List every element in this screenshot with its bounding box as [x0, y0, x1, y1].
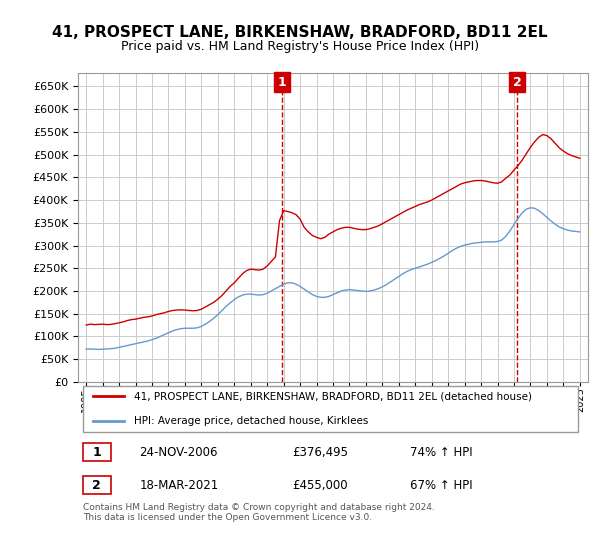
Text: 18-MAR-2021: 18-MAR-2021	[139, 479, 218, 492]
Text: 41, PROSPECT LANE, BIRKENSHAW, BRADFORD, BD11 2EL (detached house): 41, PROSPECT LANE, BIRKENSHAW, BRADFORD,…	[134, 391, 532, 401]
Text: 1: 1	[278, 76, 286, 88]
FancyBboxPatch shape	[83, 476, 111, 494]
Text: £376,495: £376,495	[292, 446, 348, 459]
FancyBboxPatch shape	[83, 386, 578, 432]
Text: 74% ↑ HPI: 74% ↑ HPI	[409, 446, 472, 459]
Text: 2: 2	[513, 76, 521, 88]
Text: 1: 1	[92, 446, 101, 459]
Text: HPI: Average price, detached house, Kirklees: HPI: Average price, detached house, Kirk…	[134, 416, 368, 426]
Text: Contains HM Land Registry data © Crown copyright and database right 2024.
This d: Contains HM Land Registry data © Crown c…	[83, 503, 435, 522]
Text: 2: 2	[92, 479, 101, 492]
Text: Price paid vs. HM Land Registry's House Price Index (HPI): Price paid vs. HM Land Registry's House …	[121, 40, 479, 53]
Text: 24-NOV-2006: 24-NOV-2006	[139, 446, 218, 459]
Text: 41, PROSPECT LANE, BIRKENSHAW, BRADFORD, BD11 2EL: 41, PROSPECT LANE, BIRKENSHAW, BRADFORD,…	[52, 25, 548, 40]
Text: 67% ↑ HPI: 67% ↑ HPI	[409, 479, 472, 492]
FancyBboxPatch shape	[83, 443, 111, 461]
Text: £455,000: £455,000	[292, 479, 348, 492]
